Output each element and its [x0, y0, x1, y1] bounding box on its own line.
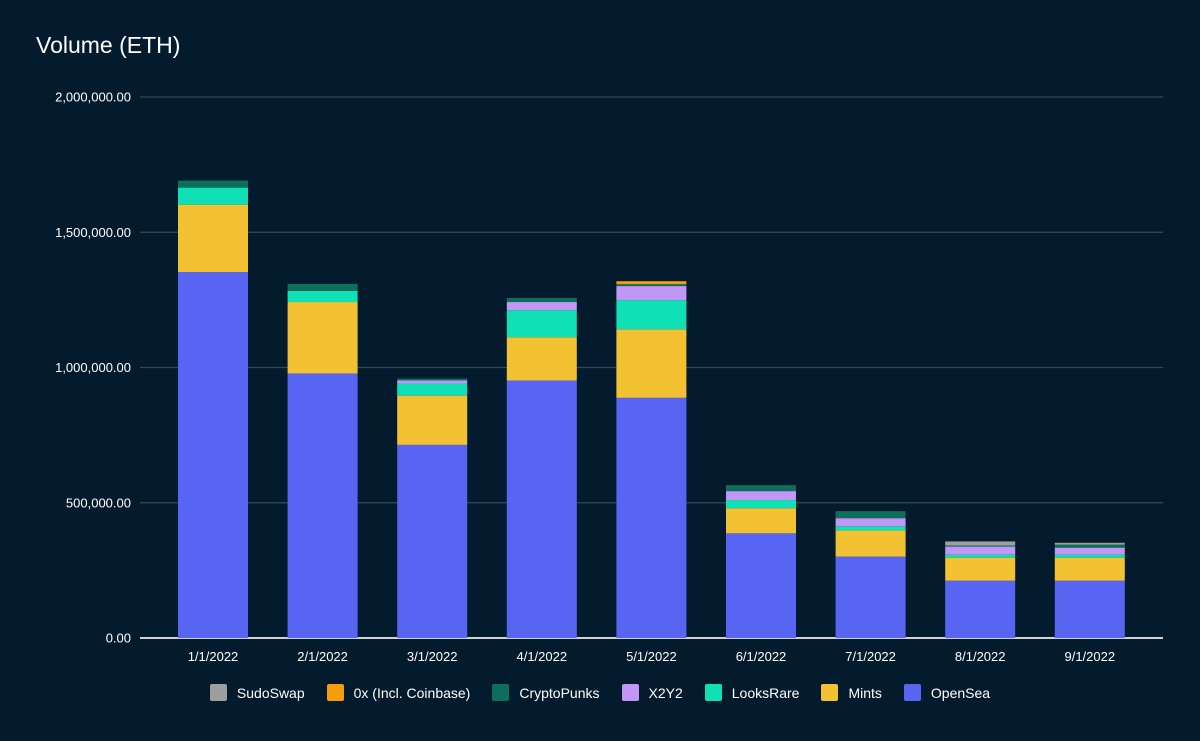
legend-item: SudoSwap — [209, 684, 305, 701]
bar-segment-mints — [178, 204, 248, 273]
y-tick-label: 1,500,000.00 — [55, 225, 131, 240]
legend-label: OpenSea — [930, 684, 991, 701]
bar-segment-cryptopunks — [178, 180, 248, 188]
legend-item: OpenSea — [903, 684, 991, 701]
bar-segment-mints — [506, 337, 577, 381]
bar-segment-looksrare — [397, 383, 468, 396]
bar-segment-opensea — [397, 444, 468, 638]
legend-swatch — [821, 684, 839, 701]
bar-segment-looksrare — [616, 300, 687, 330]
bar-segment-cryptopunks — [1054, 544, 1125, 548]
y-tick-label: 2,000,000.00 — [55, 90, 131, 105]
bar-segment-cryptopunks — [506, 297, 577, 303]
bar-segment-looksrare — [1054, 554, 1125, 558]
x-tick-label: 4/1/2022 — [516, 649, 567, 664]
bar-segment-mints — [726, 508, 796, 534]
legend-label: Mints — [848, 684, 882, 701]
legend-swatch — [209, 684, 227, 701]
legend-swatch — [704, 684, 722, 701]
bar-segment-mints — [287, 302, 358, 374]
bar-segment-cryptopunks — [287, 283, 358, 291]
legend-label: LooksRare — [731, 684, 800, 701]
x-tick-label: 2/1/2022 — [297, 649, 348, 664]
legend: SudoSwap 0x (Incl. Coinbase) CryptoPunks X2… — [0, 684, 1200, 701]
bar-segment-x2y2 — [835, 518, 906, 527]
legend-item: Mints — [821, 684, 882, 701]
x-tick-label: 5/1/2022 — [626, 649, 677, 664]
legend-swatch — [621, 684, 639, 701]
chart-title: Volume (ETH) — [36, 32, 181, 58]
bar-segment-cryptopunks — [835, 511, 906, 519]
bar-segment-looksrare — [726, 500, 796, 509]
bar-segment-sudoswap — [1054, 542, 1125, 545]
bar-segment-cryptopunks — [726, 485, 796, 492]
bar-segment-looksrare — [835, 526, 906, 531]
legend-label: SudoSwap — [236, 684, 305, 701]
bar-segment-cryptopunks — [945, 545, 1016, 547]
x-tick-label: 6/1/2022 — [736, 649, 787, 664]
bar-segment-opensea — [726, 533, 796, 638]
legend-item: CryptoPunks — [492, 684, 600, 701]
bar-segment-cryptopunks — [616, 284, 687, 287]
legend-swatch — [326, 684, 344, 701]
bar-segment-opensea — [616, 397, 687, 638]
bar-segment-looksrare — [178, 187, 248, 205]
legend-label: CryptoPunks — [519, 684, 600, 701]
x-tick-label: 8/1/2022 — [955, 649, 1006, 664]
y-axis-ticks: 0.00 500,000.00 1,000,000.00 1,500,000.00 2,… — [55, 90, 131, 646]
y-tick-label: 1,000,000.00 — [55, 360, 131, 375]
bar-segment-opensea — [945, 580, 1016, 638]
legend-label: 0x (Incl. Coinbase) — [353, 684, 471, 701]
legend-item: LooksRare — [704, 684, 800, 701]
bar-segment-x2y2 — [945, 546, 1016, 555]
bar-segment-opensea — [287, 373, 358, 638]
x-axis-ticks: 1/1/2022 2/1/2022 3/1/2022 4/1/2022 5/1/2022… — [188, 649, 1115, 664]
bar-segment-sudoswap — [945, 541, 1016, 546]
legend-label: X2Y2 — [648, 684, 683, 701]
bar-segment-mints — [1054, 557, 1125, 581]
x-tick-label: 7/1/2022 — [845, 649, 896, 664]
bar-segment-looksrare — [945, 554, 1016, 558]
bar-segment-x2y2 — [506, 302, 577, 311]
bar-segment-mints — [835, 530, 906, 557]
bar-segment-opensea — [1054, 580, 1125, 638]
bar-segment-cryptopunks — [397, 378, 468, 381]
bar-segment-x2y2 — [616, 286, 687, 301]
bar-segment-looksrare — [506, 310, 577, 338]
bar-segment-x2y2 — [726, 491, 796, 501]
bar-segment-opensea — [178, 272, 248, 638]
x-tick-label: 1/1/2022 — [188, 649, 239, 664]
bars — [178, 180, 1125, 638]
bar-segment-opensea — [835, 556, 906, 638]
y-tick-label: 500,000.00 — [66, 495, 131, 510]
y-tick-label: 0.00 — [106, 631, 131, 646]
bar-segment-x2y2 — [397, 380, 468, 384]
bar-segment-looksrare — [287, 290, 358, 303]
legend-swatch — [903, 684, 921, 701]
bar-segment-opensea — [506, 380, 577, 638]
legend-item: 0x (Incl. Coinbase) — [326, 684, 471, 701]
bar-segment-mints — [945, 557, 1016, 581]
legend-item: X2Y2 — [621, 684, 683, 701]
bar-segment-0x-incl-coinbase — [616, 281, 687, 285]
bar-segment-mints — [616, 329, 687, 398]
x-tick-label: 9/1/2022 — [1064, 649, 1115, 664]
x-tick-label: 3/1/2022 — [407, 649, 458, 664]
bar-segment-x2y2 — [1054, 547, 1125, 555]
legend-swatch — [492, 684, 510, 701]
bar-segment-mints — [397, 395, 468, 445]
